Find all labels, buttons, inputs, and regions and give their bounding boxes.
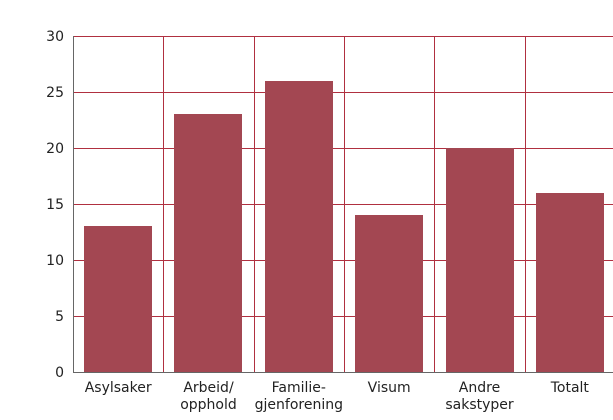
- y-tick-label: 0: [55, 365, 64, 381]
- bar: [536, 193, 604, 372]
- y-tick-labels: 0 5 10 15 20 25 30: [46, 29, 64, 381]
- x-tick-label: sakstyper: [445, 397, 514, 413]
- bars: [84, 81, 604, 372]
- y-tick-label: 30: [46, 29, 64, 45]
- y-tick-label: 25: [46, 85, 64, 101]
- x-tick-label: Arbeid/: [183, 380, 234, 396]
- x-tick-label: gjenforening: [255, 397, 343, 413]
- y-tick-label: 15: [46, 197, 64, 213]
- x-tick-label: Familie-: [272, 380, 326, 396]
- y-tick-label: 10: [46, 253, 64, 269]
- x-tick-label: Asylsaker: [85, 380, 152, 396]
- x-tick-label: Andre: [459, 380, 500, 396]
- bar: [84, 226, 152, 372]
- bar: [355, 215, 423, 372]
- axes: [73, 36, 613, 373]
- y-tick-label: 20: [46, 141, 64, 157]
- bar: [174, 114, 242, 372]
- bar: [265, 81, 333, 372]
- x-tick-label: Totalt: [550, 380, 590, 396]
- grid-lines: [73, 36, 613, 372]
- y-tick-label: 5: [55, 309, 64, 325]
- category-labels: Asylsaker Arbeid/opphold Familie-gjenforen…: [85, 380, 590, 413]
- x-tick-label: Visum: [368, 380, 411, 396]
- x-tick-label: opphold: [180, 397, 237, 413]
- bar: [446, 148, 514, 372]
